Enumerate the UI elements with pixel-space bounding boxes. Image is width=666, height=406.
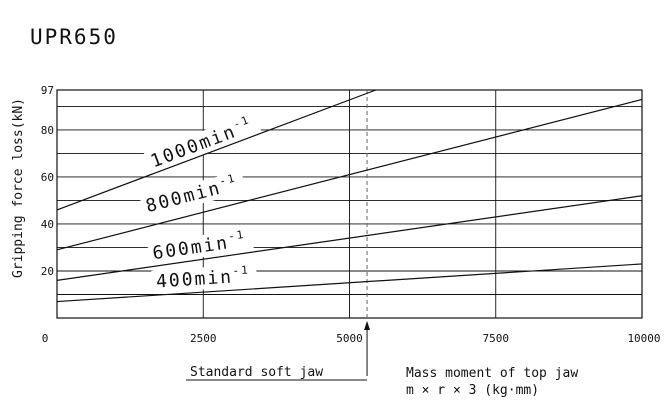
series-label-superscript: -1: [218, 171, 238, 188]
series-label-value: 400min: [155, 267, 233, 293]
reference-arrow-head: [364, 321, 371, 330]
y-tick-label: 80: [41, 124, 54, 137]
series-label-value: 800min: [144, 178, 224, 218]
y-tick-label: 97: [41, 84, 54, 97]
chart-title: UPR650: [30, 25, 118, 49]
plot-frame: [56, 89, 643, 319]
y-tick-label: 60: [41, 171, 54, 184]
series-label-superscript: -1: [231, 113, 252, 131]
y-tick-label: 20: [41, 265, 54, 278]
series-line: [56, 195, 643, 281]
series-label-bg: [143, 111, 262, 174]
series-label-group: 400min-1: [151, 263, 258, 293]
x-axis-label: Mass moment of top jaw: [406, 366, 578, 381]
y-tick-label: 40: [41, 218, 54, 231]
x-axis-formula: m × r × 3 (kg·mm): [406, 383, 539, 398]
series-line: [56, 263, 643, 303]
axis-layer: 0 2500 5000 7500 10000 20 40 60 80 97 Standard sof…: [41, 84, 661, 381]
series-line: [56, 98, 643, 251]
series-label: 1000min-1: [147, 113, 255, 172]
reference-label: Standard soft jaw: [190, 365, 323, 380]
series-layer: [56, 89, 643, 303]
y-axis-label: Gripping force loss(kN): [11, 98, 26, 278]
series-label-group: 1000min-1: [143, 111, 262, 174]
x-tick-label: 10000: [627, 332, 660, 345]
x-tick-label: 7500: [483, 332, 510, 345]
series-label-superscript: -1: [232, 263, 250, 277]
series-label-superscript: -1: [227, 228, 246, 243]
series-line: [56, 89, 377, 211]
x-tick-label: 2500: [190, 332, 217, 345]
series-label-bg: [139, 170, 247, 219]
series-label-value: 600min: [151, 232, 230, 264]
series-label-bg: [151, 264, 258, 293]
x-tick-label: 0: [42, 332, 49, 345]
series-label-bg: [147, 227, 255, 265]
x-tick-label: 5000: [336, 332, 363, 345]
series-label: 400min-1: [155, 263, 251, 292]
